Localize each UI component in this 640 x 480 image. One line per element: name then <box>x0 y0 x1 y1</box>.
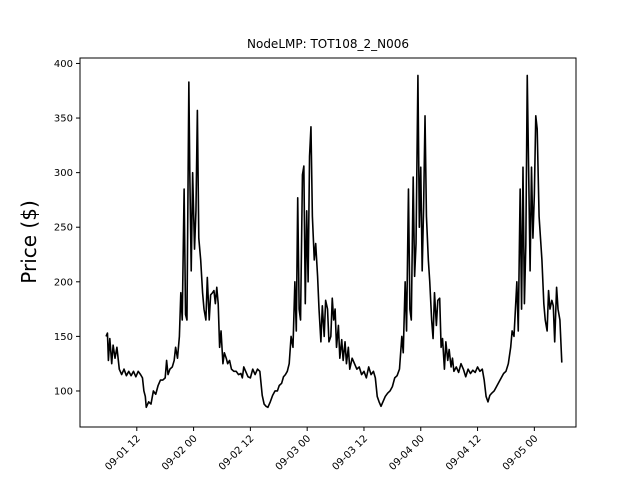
y-tick-label: 250 <box>54 223 73 234</box>
y-tick-label: 350 <box>54 114 73 125</box>
y-tick-label: 200 <box>54 277 73 288</box>
y-axis-label: Price ($) <box>17 200 41 283</box>
plot-frame <box>79 57 577 428</box>
y-tick-label: 100 <box>54 386 73 397</box>
y-tick-label: 150 <box>54 332 73 343</box>
y-tick-label: 400 <box>54 59 73 70</box>
series-line-0 <box>105 74 563 409</box>
chart-title: NodeLMP: TOT108_2_N006 <box>247 37 409 51</box>
y-tick-label: 300 <box>54 168 73 179</box>
